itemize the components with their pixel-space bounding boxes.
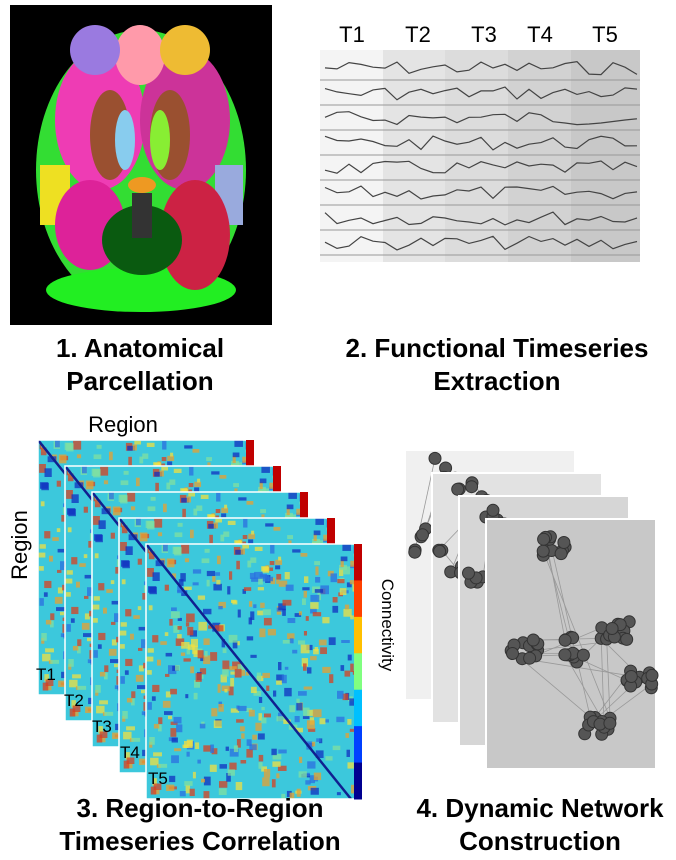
time-label: T1: [339, 22, 365, 47]
caption-line: 4. Dynamic Network: [416, 793, 664, 823]
figure: 1. Anatomical Parcellation T1 T2 T3 T4 T…: [0, 0, 676, 860]
caption-line: 1. Anatomical: [56, 333, 224, 363]
caption-line: 2. Functional Timeseries: [346, 333, 649, 363]
correlation-matrices: [38, 440, 362, 800]
network: [486, 519, 658, 769]
time-label: T3: [92, 717, 112, 736]
time-label: T5: [592, 22, 618, 47]
caption-line: Extraction: [433, 366, 560, 396]
network-stack: [405, 450, 658, 769]
matrix: [146, 544, 362, 800]
timeseries: [320, 50, 640, 262]
time-label: T4: [120, 743, 140, 762]
time-label: T3: [471, 22, 497, 47]
time-label: T2: [64, 691, 84, 710]
colorbar-label: Connectivity: [378, 579, 397, 672]
axis-label: Region: [7, 510, 32, 580]
time-label: T1: [36, 665, 56, 684]
caption-line: Construction: [459, 826, 621, 856]
time-label: T4: [527, 22, 553, 47]
caption-line: 3. Region-to-Region: [77, 793, 324, 823]
time-label: T2: [405, 22, 431, 47]
time-label: T5: [148, 769, 168, 788]
brain-parcellation: [10, 5, 272, 325]
caption-line: Parcellation: [66, 366, 213, 396]
caption-line: Timeseries Correlation: [59, 826, 340, 856]
axis-label: Region: [88, 412, 158, 437]
